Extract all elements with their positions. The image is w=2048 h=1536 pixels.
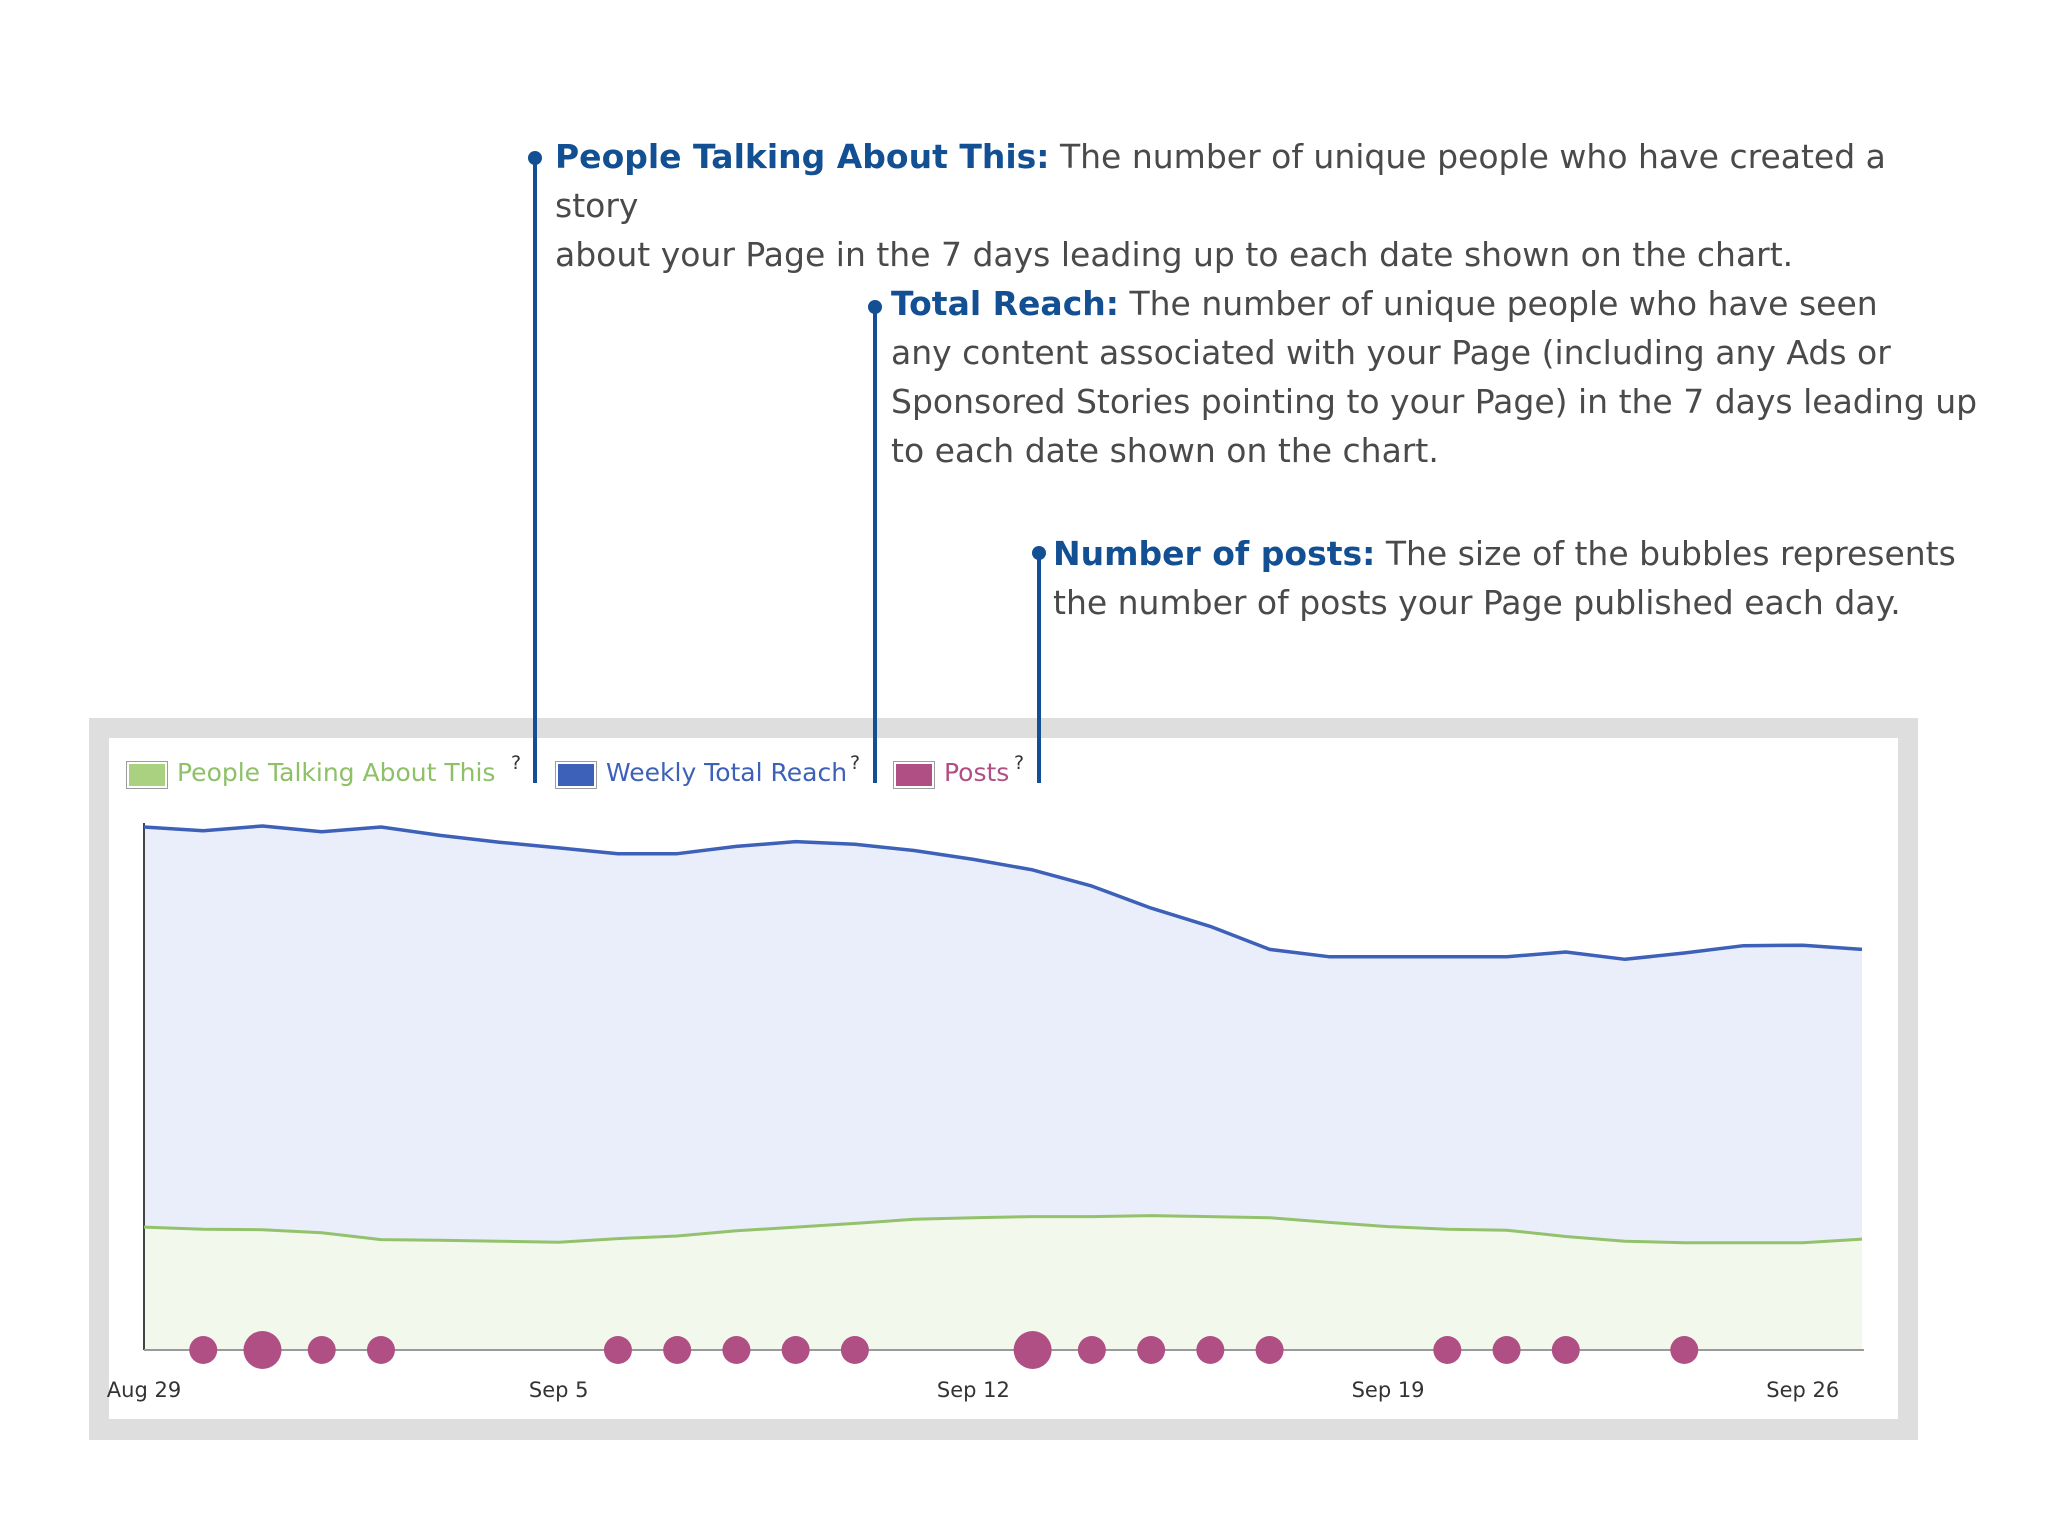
legend-help-talking[interactable]: ? [511, 752, 522, 774]
callout-dot [868, 300, 882, 314]
annotation-talking-term: People Talking About This: [555, 137, 1050, 176]
legend-item-talking[interactable]: People Talking About This ? [127, 752, 527, 794]
annotation-reach-term: Total Reach: [891, 284, 1119, 323]
legend-help-reach[interactable]: ? [850, 752, 861, 774]
legend-label-reach: Weekly Total Reach [606, 758, 848, 787]
annotation-talking: People Talking About This: The number of… [555, 132, 1955, 279]
legend-label-posts: Posts [944, 758, 1010, 787]
annotation-reach-line4: to each date shown on the chart. [891, 431, 1439, 470]
annotation-talking-line1: The number of unique people who have cre… [555, 137, 1886, 225]
annotation-reach-line1: The number of unique people who have see… [1129, 284, 1878, 323]
annotation-posts-term: Number of posts: [1053, 534, 1376, 573]
legend-label-talking: People Talking About This [177, 758, 496, 787]
callout-dot [528, 151, 542, 165]
chart-panel [109, 738, 1898, 1419]
legend-swatch-posts [894, 762, 934, 788]
annotation-reach-line3: Sponsored Stories pointing to your Page)… [891, 382, 1978, 421]
annotation-talking-line2: about your Page in the 7 days leading up… [555, 235, 1794, 274]
annotation-posts-line1: The size of the bubbles represents [1385, 534, 1956, 573]
annotation-posts-line2: the number of posts your Page published … [1053, 583, 1901, 622]
annotation-reach: Total Reach: The number of unique people… [891, 279, 1991, 475]
legend-item-posts[interactable]: Posts ? [894, 752, 1044, 794]
legend-item-reach[interactable]: Weekly Total Reach ? [556, 752, 876, 794]
legend-help-posts[interactable]: ? [1014, 752, 1025, 774]
legend-swatch-talking [127, 762, 167, 788]
annotation-reach-line2: any content associated with your Page (i… [891, 333, 1891, 372]
legend-swatch-reach [556, 762, 596, 788]
callout-dot [1032, 546, 1046, 560]
annotation-posts: Number of posts: The size of the bubbles… [1053, 529, 2003, 627]
